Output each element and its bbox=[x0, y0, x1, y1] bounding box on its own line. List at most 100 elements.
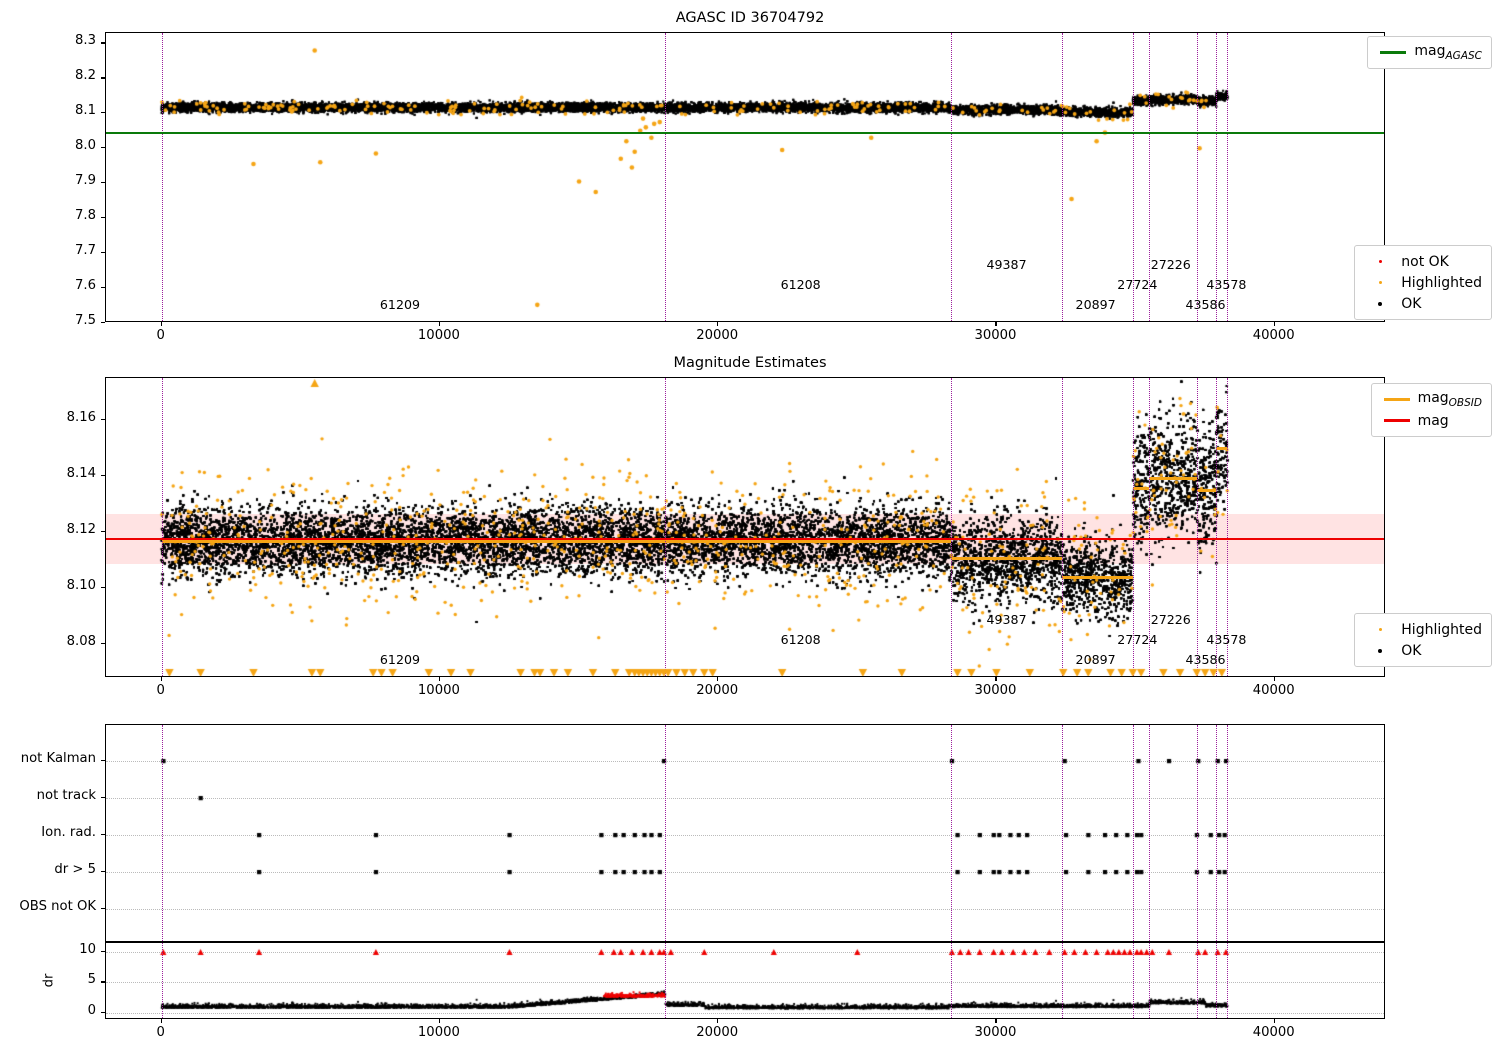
dr-scatter-canvas bbox=[106, 943, 1384, 1018]
legend-label: Highlighted bbox=[1401, 621, 1482, 638]
y-tick-mark bbox=[101, 77, 105, 79]
top-panel: AGASC ID 36704792 7.5 7.6 7.7 7.8 7.9 8.0 8.1 8… bbox=[0, 0, 1500, 345]
obsid-divider bbox=[1196, 725, 1198, 941]
dr-axis-label: dr bbox=[41, 973, 57, 988]
obsid-label-49387: 49387 bbox=[986, 257, 1027, 272]
obsid-divider bbox=[1061, 725, 1063, 941]
flag-tick-mark bbox=[101, 908, 105, 910]
obsid-divider bbox=[161, 725, 163, 941]
x-tick-mark bbox=[1273, 322, 1275, 326]
obsid-label-43578: 43578 bbox=[1206, 632, 1247, 647]
flag-tick-mark bbox=[101, 871, 105, 873]
y-tick-mark bbox=[101, 182, 105, 184]
flags-axes bbox=[105, 724, 1385, 942]
legend-label: OK bbox=[1401, 295, 1422, 312]
legend-item-highlighted: Highlighted bbox=[1363, 272, 1482, 293]
middle-clipped-markers-canvas bbox=[106, 378, 1384, 676]
flag-row-label: not Kalman bbox=[20, 751, 96, 766]
x-tick-label: 20000 bbox=[696, 1025, 739, 1040]
obsid-divider bbox=[665, 725, 667, 941]
x-tick-label: 30000 bbox=[974, 1025, 1017, 1040]
x-tick-label: 10000 bbox=[417, 1025, 460, 1040]
y-tick-mark bbox=[101, 112, 105, 114]
obsid-label-27724: 27724 bbox=[1117, 632, 1158, 647]
y-tick-label: 8.14 bbox=[66, 466, 96, 482]
obsid-divider bbox=[1061, 33, 1063, 321]
x-tick-mark bbox=[1273, 677, 1275, 681]
y-tick-mark bbox=[101, 287, 105, 289]
top-axes bbox=[105, 32, 1385, 322]
dr-tick-mark bbox=[101, 951, 105, 953]
y-tick-mark bbox=[101, 217, 105, 219]
dr-tick-label: 5 bbox=[87, 972, 96, 988]
dr-tick-label: 10 bbox=[79, 942, 96, 958]
x-tick-mark bbox=[438, 677, 440, 681]
mag-agasc-line-icon bbox=[1376, 51, 1410, 54]
top-scatter-canvas bbox=[106, 33, 1384, 321]
flag-tick-mark bbox=[101, 797, 105, 799]
x-tick-mark bbox=[160, 322, 162, 326]
y-tick-label: 8.08 bbox=[66, 634, 96, 650]
ok-dot-icon bbox=[1363, 301, 1397, 306]
top-legend-lower: not OK Highlighted OK bbox=[1354, 245, 1492, 320]
obsid-divider bbox=[1061, 943, 1063, 1018]
x-tick-mark bbox=[1273, 1019, 1275, 1023]
x-tick-mark bbox=[438, 1019, 440, 1023]
legend-label: magOBSID bbox=[1417, 390, 1482, 409]
obsid-divider bbox=[950, 943, 952, 1018]
y-tick-mark bbox=[101, 531, 105, 533]
obsid-divider bbox=[161, 33, 163, 321]
legend-label: mag bbox=[1417, 412, 1449, 429]
x-tick-label: 40000 bbox=[1252, 328, 1295, 343]
obsid-label-27724: 27724 bbox=[1117, 277, 1158, 292]
obsid-label-20897: 20897 bbox=[1075, 297, 1116, 312]
y-tick-label: 8.16 bbox=[66, 410, 96, 426]
ok-dot-icon bbox=[1363, 648, 1397, 653]
y-tick-mark bbox=[101, 322, 105, 324]
dr-tick-mark bbox=[101, 1011, 105, 1013]
y-tick-label: 7.7 bbox=[75, 243, 96, 259]
x-tick-label: 30000 bbox=[974, 328, 1017, 343]
y-tick-label: 7.9 bbox=[75, 173, 96, 189]
y-tick-label: 8.1 bbox=[75, 103, 96, 119]
legend-label: not OK bbox=[1401, 253, 1449, 270]
legend-label: magAGASC bbox=[1414, 43, 1482, 62]
mag-agasc-line bbox=[106, 131, 1384, 134]
legend-item-highlighted: Highlighted bbox=[1363, 619, 1482, 640]
x-tick-mark bbox=[717, 322, 719, 326]
obsid-label-49387: 49387 bbox=[986, 612, 1027, 627]
x-tick-label: 0 bbox=[156, 683, 165, 698]
y-tick-mark bbox=[101, 643, 105, 645]
y-tick-mark bbox=[101, 587, 105, 589]
mag-obsid-line-icon bbox=[1380, 398, 1414, 401]
flag-row-label: Ion. rad. bbox=[41, 825, 96, 840]
y-tick-mark bbox=[101, 42, 105, 44]
y-tick-label: 7.6 bbox=[75, 278, 96, 294]
legend-item-not-ok: not OK bbox=[1363, 251, 1482, 272]
obsid-divider bbox=[161, 943, 163, 1018]
obsid-divider bbox=[1216, 33, 1218, 321]
y-tick-label: 7.8 bbox=[75, 208, 96, 224]
flag-tick-mark bbox=[101, 834, 105, 836]
x-tick-label: 10000 bbox=[417, 683, 460, 698]
obsid-divider bbox=[1149, 943, 1151, 1018]
x-tick-label: 10000 bbox=[417, 328, 460, 343]
obsid-divider bbox=[1216, 725, 1218, 941]
x-tick-label: 20000 bbox=[696, 328, 739, 343]
x-tick-label: 0 bbox=[156, 1025, 165, 1040]
middle-axes bbox=[105, 377, 1385, 677]
x-tick-mark bbox=[717, 677, 719, 681]
x-tick-mark bbox=[995, 322, 997, 326]
flags-scatter-canvas bbox=[106, 725, 1384, 941]
flag-row-label: dr > 5 bbox=[54, 862, 96, 877]
obsid-divider bbox=[1227, 943, 1229, 1018]
obsid-divider bbox=[1132, 33, 1134, 321]
legend-item-mag-obsid: magOBSID bbox=[1380, 389, 1482, 410]
obsid-label-61209: 61209 bbox=[379, 297, 420, 312]
legend-item-mag: mag bbox=[1380, 410, 1482, 431]
x-tick-label: 0 bbox=[156, 328, 165, 343]
flag-row-label: OBS not OK bbox=[19, 899, 96, 914]
x-tick-label: 40000 bbox=[1252, 1025, 1295, 1040]
middle-panel: Magnitude Estimates 8.08 8.10 8.12 8.14 8.16… bbox=[0, 345, 1500, 698]
middle-legend-lower: Highlighted OK bbox=[1354, 613, 1492, 667]
